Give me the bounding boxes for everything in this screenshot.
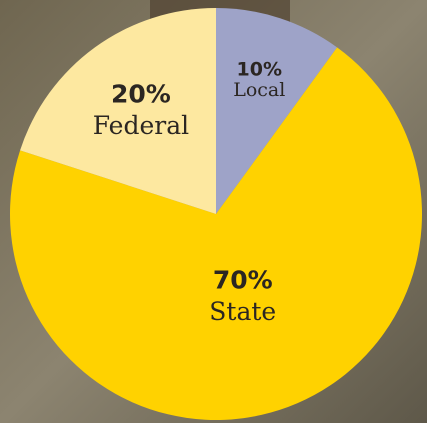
slice-value-label: 10% xyxy=(237,58,282,80)
slice-value-label: 70% xyxy=(213,265,273,294)
chart: 10%Local 70% State 20%Federal xyxy=(0,0,427,423)
slice-value-label: 20% xyxy=(111,80,171,109)
pie: 10%Local 70% State 20%Federal xyxy=(10,8,422,420)
slice-category-label: Federal xyxy=(93,111,189,140)
slice-category-label: Local xyxy=(233,79,285,101)
slice-category-label: State xyxy=(209,297,276,326)
